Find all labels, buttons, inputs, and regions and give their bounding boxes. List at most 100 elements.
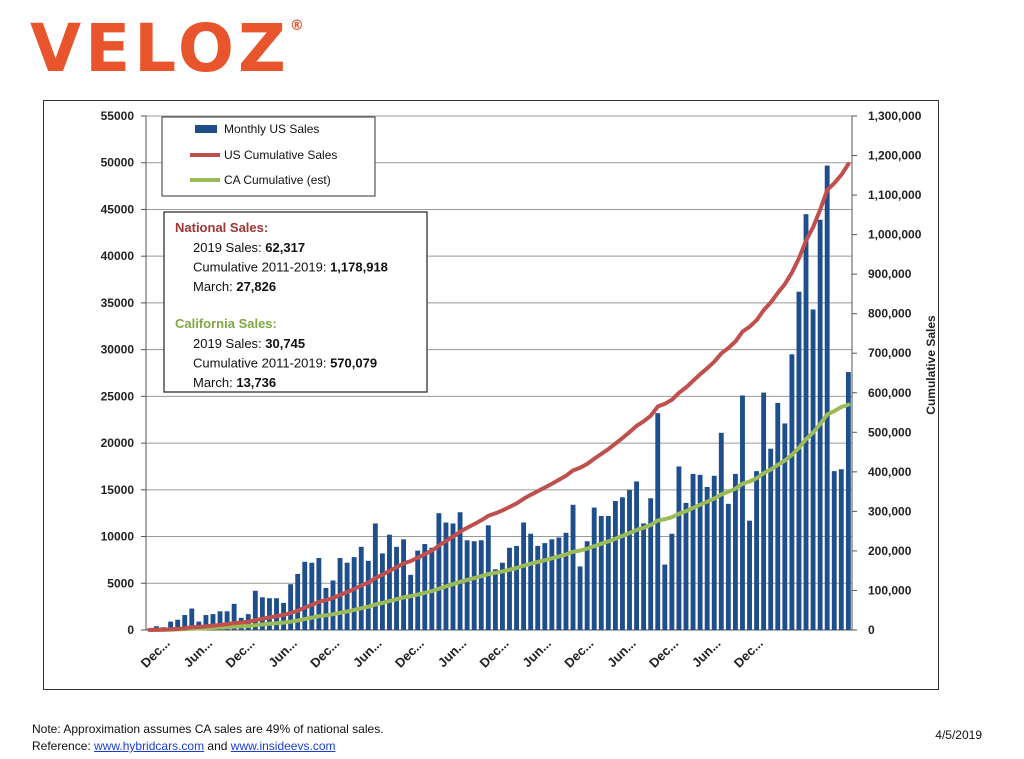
monthly-sales-bar <box>740 395 745 630</box>
chart-frame <box>43 100 939 690</box>
x-tick-label: Jun... <box>689 636 724 671</box>
monthly-sales-bar <box>231 603 237 630</box>
california-stat-label: Cumulative 2011-2019: <box>193 356 330 371</box>
monthly-sales-bar <box>429 547 435 630</box>
california-stat-value: 570,079 <box>330 356 377 371</box>
x-tick-label: Dec... <box>307 636 342 671</box>
monthly-sales-bar <box>845 372 851 630</box>
monthly-sales-bar <box>648 498 654 630</box>
right-tick-label: 1,000,000 <box>868 228 922 242</box>
monthly-sales-bar <box>669 533 675 630</box>
right-tick-label: 200,000 <box>868 544 912 558</box>
x-tick-label: Jun... <box>435 636 470 671</box>
monthly-sales-bar <box>401 539 407 630</box>
monthly-sales-bar <box>457 512 463 630</box>
right-tick-label: 500,000 <box>868 425 912 439</box>
monthly-sales-bar <box>676 466 682 630</box>
monthly-sales-bar <box>351 557 357 630</box>
monthly-sales-bar <box>732 473 738 630</box>
monthly-sales-bar <box>259 597 265 630</box>
monthly-sales-bar <box>535 545 541 630</box>
left-tick-label: 15000 <box>101 483 135 497</box>
monthly-sales-bar <box>182 615 188 630</box>
national-sales-title: National Sales: <box>175 220 268 235</box>
monthly-sales-bar <box>436 513 442 630</box>
monthly-sales-bar <box>365 560 371 630</box>
left-tick-label: 20000 <box>101 436 135 450</box>
monthly-sales-bar <box>492 569 498 630</box>
monthly-sales-bar <box>464 540 470 630</box>
x-tick-label: Dec... <box>392 636 427 671</box>
legend-label: US Cumulative Sales <box>224 148 337 162</box>
insideevs-link[interactable]: www.insideevs.com <box>230 739 336 753</box>
monthly-sales-bar <box>803 214 809 631</box>
monthly-sales-bar <box>697 474 703 630</box>
right-tick-label: 900,000 <box>868 267 912 281</box>
right-axis-title: Cumulative Sales <box>924 315 938 415</box>
monthly-sales-bar <box>323 587 329 630</box>
monthly-sales-bar <box>747 520 752 630</box>
right-tick-label: 1,200,000 <box>868 149 922 163</box>
monthly-sales-bar <box>330 580 336 630</box>
national-stat: March: 27,826 <box>193 279 276 294</box>
veloz-logo: VELOZ® <box>30 10 304 87</box>
monthly-sales-bar <box>507 547 512 630</box>
x-tick-label: Dec... <box>477 636 512 671</box>
monthly-sales-bar <box>252 590 258 630</box>
monthly-sales-bar <box>704 487 710 630</box>
monthly-sales-bar <box>521 522 527 630</box>
monthly-sales-bar <box>711 475 717 630</box>
monthly-sales-bar <box>500 562 505 630</box>
monthly-sales-bar <box>471 541 477 630</box>
ev-sales-chart: 0 5000 10000 15000 20000 25000 30000 35000 40000… <box>101 109 938 671</box>
monthly-sales-bar <box>641 523 647 630</box>
monthly-sales-bar <box>556 537 562 630</box>
hybridcars-link[interactable]: www.hybridcars.com <box>94 739 205 753</box>
california-stat-value: 30,745 <box>265 336 305 351</box>
california-stat: 2019 Sales: 30,745 <box>193 336 305 351</box>
right-tick-label: 400,000 <box>868 465 912 479</box>
legend-label: Monthly US Sales <box>224 122 319 136</box>
california-stat: March: 13,736 <box>193 375 276 390</box>
x-tick-label: Jun... <box>265 636 300 671</box>
monthly-sales-bar <box>634 481 639 630</box>
monthly-sales-bar <box>627 489 632 630</box>
right-tick-label: 1,300,000 <box>868 109 922 123</box>
monthly-sales-bar <box>577 566 583 630</box>
monthly-sales-bar <box>598 515 604 630</box>
x-tick-label: Dec... <box>731 636 766 671</box>
report-date: 4/5/2019 <box>935 728 982 742</box>
legend-swatch-bars <box>195 125 217 133</box>
monthly-sales-bar <box>224 611 230 630</box>
x-tick-label: Jun... <box>519 636 554 671</box>
monthly-sales-bar <box>761 392 767 630</box>
reference-label: Reference: <box>32 739 95 753</box>
logo-text: VELOZ <box>30 10 290 87</box>
monthly-sales-bar <box>591 507 597 630</box>
right-tick-label: 700,000 <box>868 346 912 360</box>
x-tick-label: Dec... <box>138 636 173 671</box>
right-tick-label: 600,000 <box>868 386 912 400</box>
monthly-sales-bar <box>549 539 555 630</box>
monthly-sales-bar <box>584 541 590 630</box>
monthly-sales-bar <box>605 515 611 630</box>
footer-note: Note: Approximation assumes CA sales are… <box>32 722 384 736</box>
monthly-sales-bar <box>838 469 844 630</box>
monthly-sales-bar <box>683 502 689 630</box>
monthly-sales-bar <box>387 534 392 630</box>
monthly-sales-bar <box>175 619 181 630</box>
california-sales-title: California Sales: <box>175 316 277 331</box>
monthly-sales-bar <box>810 309 816 630</box>
monthly-sales-bar <box>662 564 668 630</box>
reference-and: and <box>204 739 231 753</box>
x-tick-label: Jun... <box>181 636 216 671</box>
monthly-sales-bar <box>189 608 195 630</box>
monthly-sales-bar <box>789 354 795 630</box>
national-stat-value: 62,317 <box>265 240 305 255</box>
monthly-sales-bar <box>217 611 223 630</box>
x-tick-label: Dec... <box>561 636 596 671</box>
monthly-sales-bar <box>690 473 696 630</box>
sales-info-box <box>163 211 428 393</box>
right-tick-label: 800,000 <box>868 307 912 321</box>
left-tick-label: 35000 <box>101 296 135 310</box>
